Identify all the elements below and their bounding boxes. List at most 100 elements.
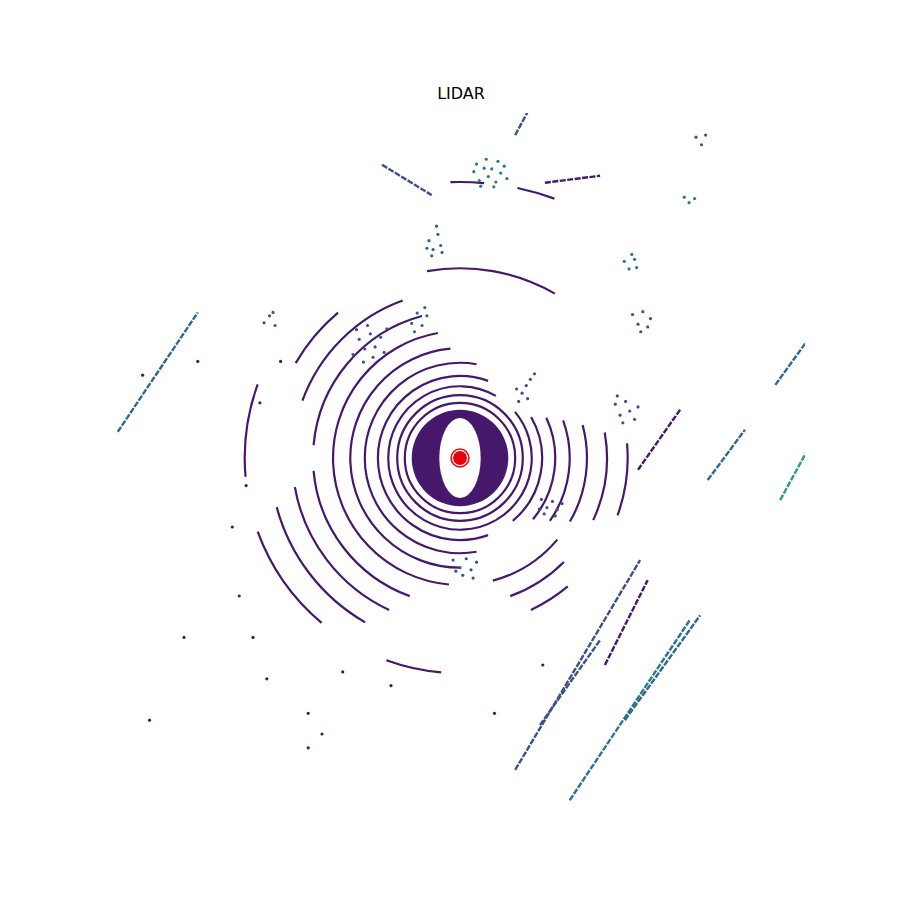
lidar-point <box>440 251 443 254</box>
scan-ring <box>493 540 557 581</box>
lidar-point <box>614 403 617 406</box>
lidar-point <box>478 179 481 182</box>
lidar-point <box>631 313 634 316</box>
lidar-point <box>683 196 686 199</box>
lidar-point <box>556 508 559 511</box>
lidar-point <box>420 324 423 327</box>
lidar-point <box>694 136 697 139</box>
lidar-point <box>618 414 621 417</box>
lidar-point <box>454 570 457 573</box>
lidar-point <box>469 568 472 571</box>
lidar-point <box>554 514 557 517</box>
lidar-point <box>543 512 546 515</box>
scan-ring <box>397 395 523 521</box>
lidar-point <box>538 507 541 510</box>
lidar-point <box>251 636 254 639</box>
lidar-point <box>623 260 626 263</box>
lidar-point <box>427 239 430 242</box>
lidar-point <box>425 247 428 250</box>
lidar-point <box>416 312 419 315</box>
lidar-point <box>472 170 475 173</box>
lidar-point <box>540 498 543 501</box>
lidar-point <box>371 356 374 359</box>
lidar-point <box>639 330 642 333</box>
lidar-point <box>307 712 310 715</box>
scan-ring <box>593 432 607 520</box>
lidar-point <box>265 677 268 680</box>
lidar-point <box>458 566 461 569</box>
structure-line <box>708 430 745 480</box>
lidar-point <box>616 394 619 397</box>
lidar-point <box>465 557 468 560</box>
scan-ring <box>388 386 496 530</box>
lidar-point <box>435 225 438 228</box>
lidar-point <box>410 322 413 325</box>
lidar-point <box>363 347 366 350</box>
lidar-point <box>355 328 358 331</box>
scan-ring <box>513 417 542 521</box>
lidar-point <box>425 314 428 317</box>
lidar-point <box>496 160 499 163</box>
structure-line <box>570 620 690 800</box>
lidar-point <box>693 197 696 200</box>
lidar-point <box>358 338 361 341</box>
scan-ring <box>245 384 258 476</box>
lidar-point <box>687 201 690 204</box>
lidar-point <box>526 397 529 400</box>
lidar-point <box>268 314 271 317</box>
lidar-point <box>430 254 433 257</box>
structure-line <box>382 165 432 195</box>
scan-ring <box>296 313 338 363</box>
structure-line <box>545 176 600 183</box>
scan-ring <box>277 507 365 622</box>
scan-ring <box>386 660 441 672</box>
lidar-point <box>490 167 493 170</box>
scan-ring <box>618 443 628 515</box>
structure-line <box>625 615 700 720</box>
lidar-point <box>633 418 636 421</box>
lidar-point <box>320 732 323 735</box>
lidar-point <box>196 360 199 363</box>
lidar-point <box>700 143 703 146</box>
lidar-point <box>273 324 276 327</box>
lidar-point <box>499 171 502 174</box>
lidar-point <box>413 330 416 333</box>
structure-line <box>515 560 640 770</box>
lidar-point <box>439 244 442 247</box>
lidar-point <box>369 332 372 335</box>
scan-ring <box>510 562 564 596</box>
lidar-point <box>271 311 274 314</box>
lidar-point <box>366 324 369 327</box>
lidar-point <box>487 175 490 178</box>
lidar-point <box>262 321 265 324</box>
lidar-point <box>533 372 536 375</box>
lidar-point <box>505 177 508 180</box>
lidar-point <box>389 684 392 687</box>
scan-ring <box>570 425 587 521</box>
structure-line <box>515 113 529 135</box>
lidar-point <box>475 162 478 165</box>
scan-ring <box>365 363 477 553</box>
lidar-point <box>521 392 524 395</box>
ego-marker <box>454 452 466 464</box>
lidar-point <box>148 719 151 722</box>
lidar-point <box>475 561 478 564</box>
lidar-point <box>374 345 377 348</box>
lidar-point <box>636 405 639 408</box>
lidar-point <box>472 576 475 579</box>
lidar-point <box>423 306 426 309</box>
lidar-point <box>494 180 497 183</box>
structure-line <box>118 312 198 431</box>
title: LIDAR <box>437 84 485 103</box>
lidar-point <box>431 248 434 251</box>
lidar-point <box>551 500 554 503</box>
scan-ring <box>378 376 488 540</box>
scan-ring <box>517 188 554 199</box>
lidar-point <box>307 746 310 749</box>
lidar-point <box>379 336 382 339</box>
scan-ring <box>314 316 422 445</box>
lidar-point <box>525 384 528 387</box>
scan-ring <box>258 532 322 623</box>
lidar-point <box>141 374 144 377</box>
lidar-point <box>479 185 482 188</box>
